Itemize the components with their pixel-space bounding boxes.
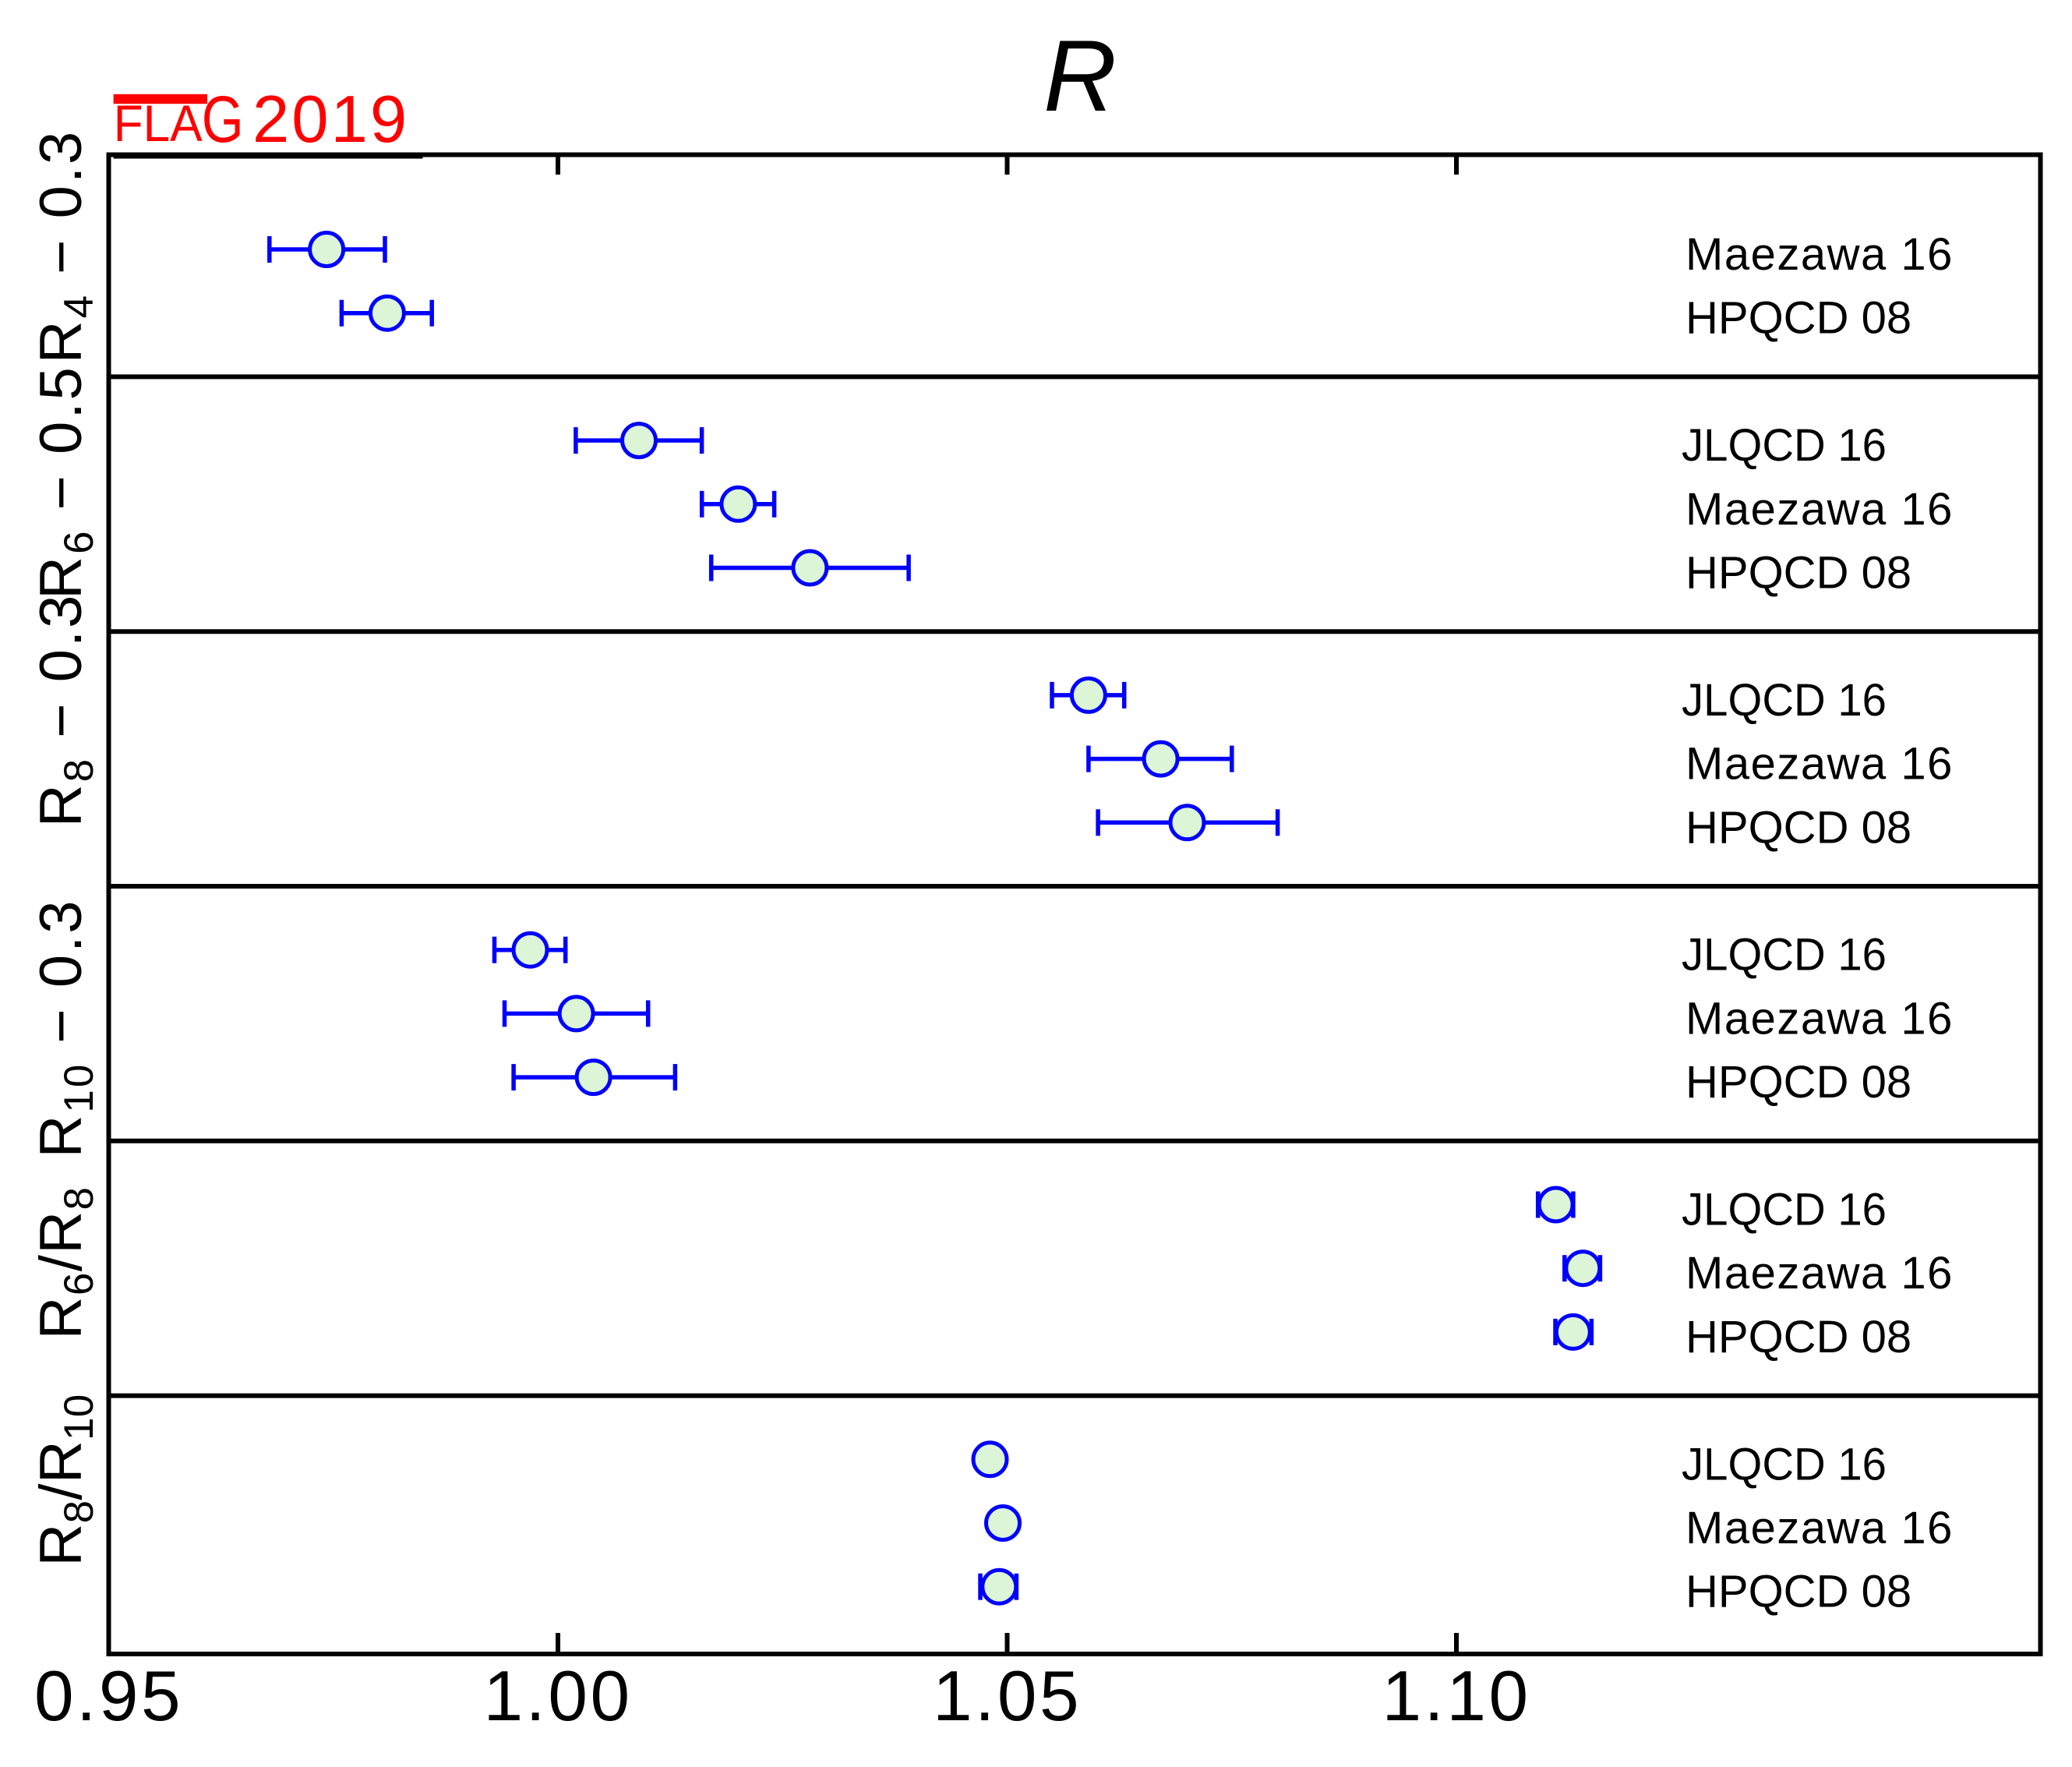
svg-text:R6/R8: R6/R8	[28, 1186, 102, 1340]
svg-text:HPQCD 08: HPQCD 08	[1685, 802, 1911, 853]
svg-text:Maezawa 16: Maezawa 16	[1685, 1248, 1954, 1299]
svg-text:JLQCD 16: JLQCD 16	[1682, 1439, 1887, 1490]
svg-text:1.10: 1.10	[1382, 1657, 1530, 1736]
svg-text:JLQCD 16: JLQCD 16	[1682, 930, 1887, 981]
svg-text:R4 − 0.3: R4 − 0.3	[28, 129, 102, 364]
svg-text:JLQCD 16: JLQCD 16	[1682, 420, 1887, 471]
svg-text:1.05: 1.05	[933, 1657, 1082, 1736]
svg-text:HPQCD 08: HPQCD 08	[1685, 1312, 1911, 1362]
svg-text:1.00: 1.00	[483, 1657, 632, 1736]
svg-text:R: R	[1043, 19, 1117, 133]
svg-text:2019: 2019	[252, 83, 409, 157]
svg-text:HPQCD 08: HPQCD 08	[1685, 1567, 1911, 1617]
svg-text:HPQCD 08: HPQCD 08	[1685, 293, 1911, 344]
svg-text:JLQCD 16: JLQCD 16	[1682, 675, 1887, 726]
svg-text:HPQCD 08: HPQCD 08	[1685, 1057, 1911, 1108]
svg-text:Maezawa 16: Maezawa 16	[1685, 993, 1954, 1044]
svg-text:0.95: 0.95	[34, 1657, 183, 1736]
svg-text:R6 − 0.5: R6 − 0.5	[28, 365, 102, 599]
svg-text:R8 − 0.3: R8 − 0.3	[28, 593, 102, 828]
svg-text:Maezawa 16: Maezawa 16	[1685, 484, 1954, 535]
svg-text:HPQCD 08: HPQCD 08	[1685, 548, 1911, 599]
svg-text:Maezawa 16: Maezawa 16	[1685, 739, 1954, 790]
svg-text:Maezawa 16: Maezawa 16	[1685, 1503, 1954, 1553]
svg-text:R10 − 0.3: R10 − 0.3	[28, 898, 102, 1157]
svg-text:Maezawa 16: Maezawa 16	[1685, 229, 1954, 280]
svg-text:FLA: FLA	[114, 94, 203, 152]
svg-text:JLQCD 16: JLQCD 16	[1682, 1185, 1887, 1235]
svg-text:R8/R10: R8/R10	[28, 1394, 102, 1566]
svg-text:G: G	[202, 82, 244, 156]
